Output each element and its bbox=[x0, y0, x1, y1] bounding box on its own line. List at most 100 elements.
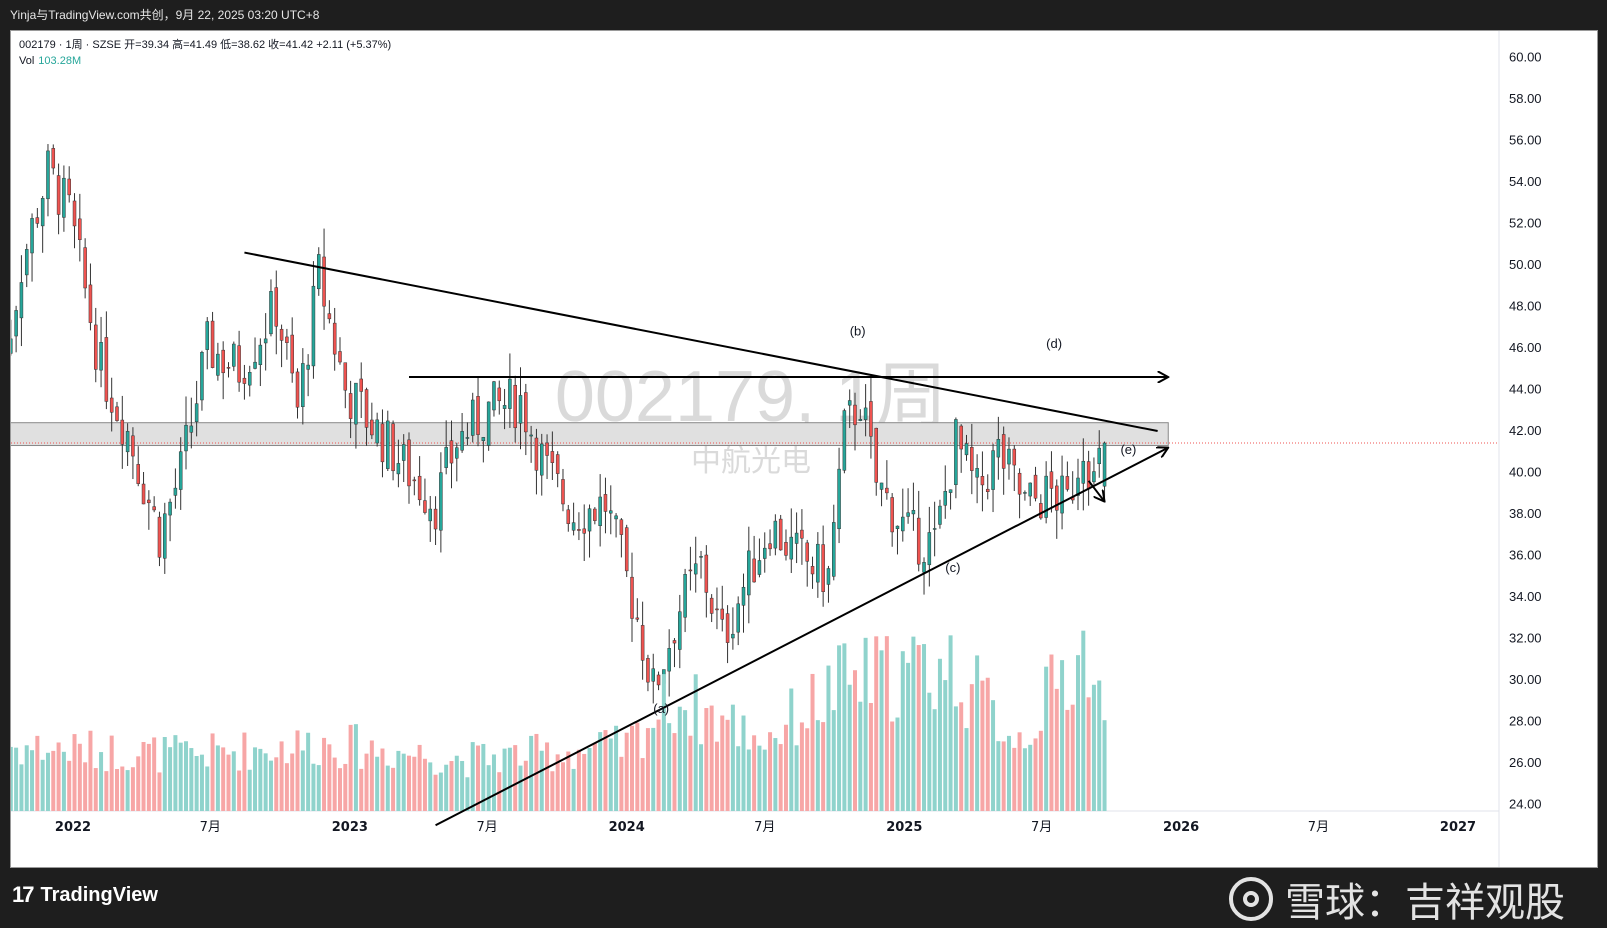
volume-group bbox=[11, 630, 1107, 811]
volume-bar bbox=[353, 724, 358, 811]
volume-bar bbox=[221, 747, 226, 811]
tradingview-logo[interactable]: 17 TradingView bbox=[12, 882, 158, 908]
volume-bar bbox=[672, 733, 677, 811]
volume-bar bbox=[847, 684, 852, 811]
volume-bar bbox=[826, 665, 831, 811]
volume-bar bbox=[996, 741, 1001, 811]
tradingview-logo-text: TradingView bbox=[40, 883, 158, 906]
volume-bar bbox=[460, 760, 465, 811]
candle-body bbox=[455, 447, 459, 459]
support-resistance-zone bbox=[11, 422, 1169, 447]
candle-body bbox=[938, 505, 942, 525]
wave-label: (a) bbox=[653, 701, 669, 716]
candle-body bbox=[449, 440, 454, 464]
volume-bar bbox=[162, 737, 167, 811]
candle-body bbox=[295, 371, 300, 408]
candle-body bbox=[343, 362, 348, 391]
volume-bar bbox=[263, 753, 268, 811]
candle-body bbox=[311, 285, 316, 367]
candle-body bbox=[863, 407, 868, 420]
volume-bar bbox=[61, 751, 66, 811]
time-tick-label: 2025 bbox=[886, 820, 922, 835]
candle-body bbox=[354, 382, 358, 425]
price-tick-label: 60.00 bbox=[1509, 50, 1542, 65]
volume-bar bbox=[545, 742, 550, 811]
candle-body bbox=[78, 218, 82, 240]
volume-bar bbox=[513, 745, 518, 811]
candle-body bbox=[885, 487, 889, 494]
volume-bar bbox=[449, 761, 454, 811]
candle-body bbox=[380, 423, 385, 463]
chart-background bbox=[11, 31, 1597, 867]
candle-body bbox=[996, 439, 1001, 458]
volume-bar bbox=[576, 749, 581, 811]
wave-label: (d) bbox=[1046, 336, 1062, 351]
volume-bar bbox=[88, 730, 93, 811]
volume-bar bbox=[953, 706, 958, 811]
volume-bar bbox=[959, 702, 964, 811]
candle-body bbox=[391, 423, 395, 472]
volume-bar bbox=[523, 760, 528, 811]
volume-bar bbox=[120, 766, 125, 811]
candle-body bbox=[895, 525, 900, 529]
wave-label: (c) bbox=[945, 560, 960, 575]
candle-body bbox=[789, 536, 794, 560]
chart-legend: 002179 · 1周 · SZSE 开=39.34 高=41.49 低=38.… bbox=[19, 37, 391, 69]
candle-body bbox=[210, 320, 215, 368]
candle-body bbox=[194, 403, 199, 423]
candle-body bbox=[104, 337, 109, 402]
candle-body bbox=[370, 419, 374, 436]
candle-body bbox=[1102, 442, 1107, 487]
candle-body bbox=[301, 363, 305, 408]
volume-bar bbox=[624, 732, 629, 811]
volume-bar bbox=[592, 742, 597, 811]
chart-panel[interactable]: 002179, 1周 中航光电 (a) (b) (c) (d) (e) 60.00 58.00 5… bbox=[10, 30, 1598, 868]
volume-bar bbox=[40, 759, 45, 811]
price-chart[interactable]: 002179, 1周中航光电(a)(b)(c)(d)(e)60.0058.005… bbox=[11, 31, 1597, 867]
volume-bar bbox=[614, 725, 619, 811]
candle-body bbox=[502, 405, 507, 409]
volume-bar bbox=[146, 743, 151, 811]
volume-bar bbox=[699, 744, 704, 811]
candle-body bbox=[56, 175, 61, 215]
candle-body bbox=[911, 510, 916, 515]
volume-bar bbox=[1001, 741, 1006, 811]
candle-body bbox=[327, 313, 332, 320]
candle-body bbox=[720, 608, 725, 620]
candle-body bbox=[980, 476, 985, 486]
candle-body bbox=[152, 506, 156, 511]
candle-body bbox=[975, 468, 979, 478]
volume-bar bbox=[1065, 709, 1070, 811]
candle-body bbox=[954, 419, 958, 485]
candle-body bbox=[1092, 471, 1096, 483]
volume-bar bbox=[407, 755, 412, 811]
candle-body bbox=[465, 437, 470, 439]
volume-bar bbox=[194, 755, 199, 811]
candle-body bbox=[439, 472, 443, 531]
price-tick-label: 34.00 bbox=[1509, 589, 1542, 604]
volume-bar bbox=[231, 751, 236, 811]
candle-body bbox=[401, 444, 406, 461]
volume-bar bbox=[661, 674, 666, 811]
volume-bar bbox=[518, 765, 523, 811]
volume-bar bbox=[199, 754, 204, 811]
time-tick-label: 2027 bbox=[1440, 820, 1476, 835]
candle-body bbox=[656, 674, 661, 686]
candle-body bbox=[816, 543, 820, 583]
volume-label: Vol bbox=[19, 55, 35, 67]
volume-bar bbox=[247, 769, 252, 811]
volume-bar bbox=[476, 745, 481, 811]
volume-bar bbox=[242, 732, 247, 811]
volume-bar bbox=[630, 725, 635, 811]
volume-bar bbox=[396, 750, 401, 811]
candle-body bbox=[423, 500, 427, 513]
price-tick-label: 50.00 bbox=[1509, 257, 1542, 272]
volume-bar bbox=[964, 728, 969, 811]
small-arrow bbox=[1087, 480, 1105, 502]
volume-bar bbox=[794, 745, 799, 811]
candle-body bbox=[1076, 477, 1080, 496]
candle-body bbox=[30, 218, 34, 254]
volume-bar bbox=[130, 767, 135, 811]
volume-bar bbox=[752, 735, 757, 811]
candle-body bbox=[1086, 461, 1091, 490]
